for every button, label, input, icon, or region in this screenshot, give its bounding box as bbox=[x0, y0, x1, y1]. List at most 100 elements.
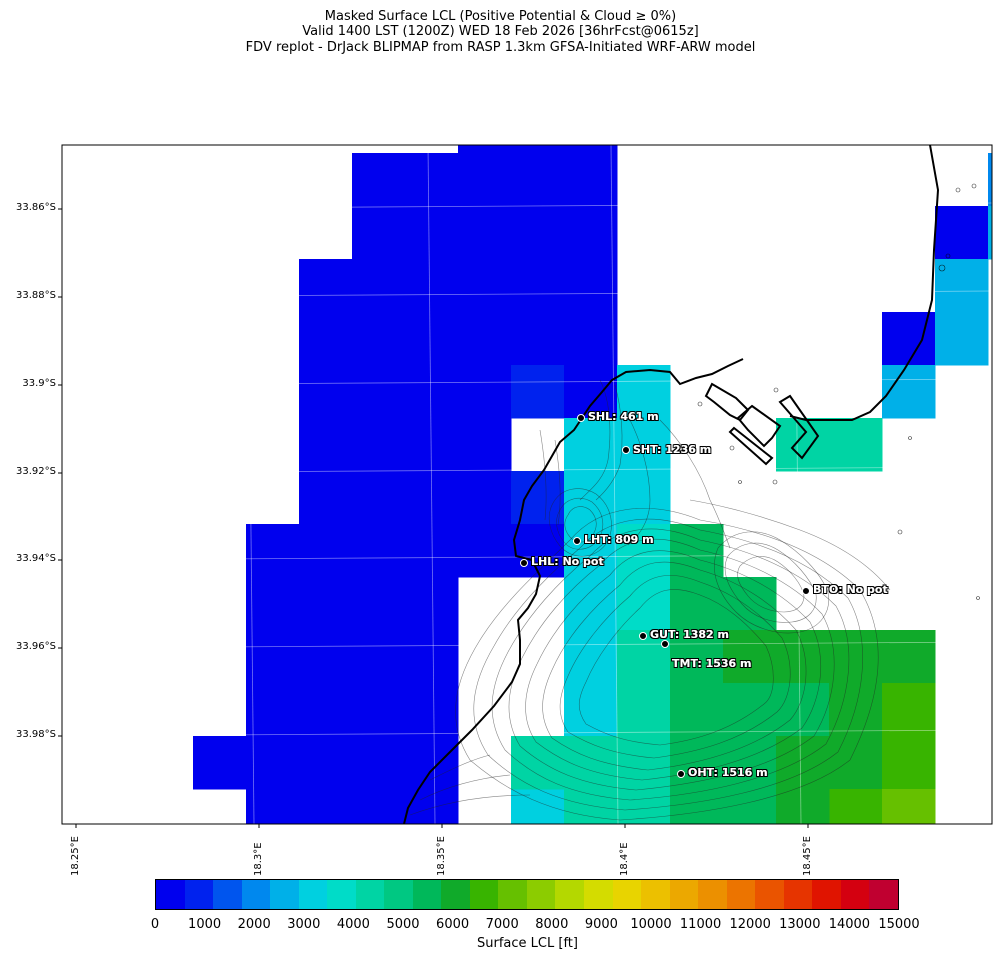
lcl-cell bbox=[352, 418, 406, 472]
lcl-cell bbox=[511, 524, 565, 578]
lcl-cell bbox=[405, 630, 459, 684]
colorbar-swatch bbox=[241, 880, 271, 909]
colorbar-swatch bbox=[726, 880, 756, 909]
lcl-cell bbox=[352, 259, 406, 313]
lcl-cell bbox=[617, 418, 671, 472]
lcl-cell bbox=[564, 524, 618, 578]
station-dot bbox=[577, 414, 585, 422]
lcl-cell bbox=[352, 206, 406, 260]
lcl-cell bbox=[352, 577, 406, 631]
lat-label: 33.94°S bbox=[16, 553, 56, 564]
colorbar-tick-label: 12000 bbox=[729, 917, 771, 932]
lcl-cell bbox=[405, 312, 459, 366]
colorbar-tick-label: 6000 bbox=[436, 917, 470, 932]
title-line-1: Masked Surface LCL (Positive Potential &… bbox=[324, 9, 677, 24]
colorbar-swatch bbox=[755, 880, 784, 909]
lcl-cell bbox=[511, 312, 565, 366]
lcl-cell bbox=[723, 789, 777, 824]
lcl-cell bbox=[246, 577, 300, 631]
lcl-cell bbox=[299, 524, 353, 578]
lon-label: 18.45°E bbox=[802, 836, 813, 876]
lcl-cell bbox=[458, 153, 512, 207]
lcl-cell bbox=[617, 683, 671, 737]
colorbar-tick-label: 13000 bbox=[779, 917, 821, 932]
colorbar-swatch bbox=[783, 880, 813, 909]
colorbar-swatch bbox=[327, 880, 356, 909]
station-label: SHT: 1236 m bbox=[633, 443, 711, 456]
lcl-cell bbox=[352, 630, 406, 684]
station-label: LHT: 809 m bbox=[584, 533, 654, 546]
colorbar-swatch bbox=[869, 880, 898, 909]
station-label: OHT: 1516 m bbox=[688, 766, 768, 779]
lcl-cell bbox=[882, 736, 936, 790]
lcl-cell bbox=[617, 736, 671, 790]
lat-label: 33.9°S bbox=[22, 378, 56, 389]
lcl-cell bbox=[829, 630, 883, 684]
lcl-cell bbox=[564, 683, 618, 737]
lcl-cell bbox=[246, 683, 300, 737]
lcl-cell bbox=[352, 789, 406, 824]
colorbar-swatch bbox=[270, 880, 299, 909]
lcl-cell bbox=[458, 259, 512, 313]
colorbar-tick-label: 11000 bbox=[679, 917, 722, 932]
lcl-cell bbox=[882, 365, 936, 419]
colorbar-swatch bbox=[441, 880, 470, 909]
lcl-cell bbox=[299, 312, 353, 366]
station-label: TMT: 1536 m bbox=[672, 657, 752, 670]
station-dot bbox=[802, 587, 810, 595]
lcl-cell bbox=[405, 683, 459, 737]
lcl-cell bbox=[617, 365, 671, 419]
colorbar-tick-label: 5000 bbox=[386, 917, 420, 932]
lcl-cell bbox=[670, 630, 724, 684]
lcl-cell bbox=[352, 312, 406, 366]
lcl-cell bbox=[458, 524, 512, 578]
lcl-cell bbox=[935, 259, 989, 313]
lcl-cell bbox=[670, 524, 724, 578]
station-markers: SHL: 461 m SHT: 1236 m LHT: 809 m LHL: No p… bbox=[520, 410, 888, 779]
lcl-cell bbox=[564, 153, 618, 207]
lcl-cell bbox=[299, 471, 353, 525]
lcl-cell bbox=[776, 789, 830, 824]
lcl-cell bbox=[246, 789, 300, 824]
lcl-cell bbox=[193, 736, 247, 790]
colorbar-swatch bbox=[498, 880, 527, 909]
lcl-cell bbox=[670, 789, 724, 824]
lcl-cell bbox=[352, 524, 406, 578]
lcl-cell bbox=[776, 418, 830, 472]
colorbar-tick-label: 7000 bbox=[485, 917, 519, 932]
station-dot bbox=[520, 559, 528, 567]
lcl-cell bbox=[511, 145, 565, 154]
lcl-cell bbox=[511, 206, 565, 260]
colorbar-swatch bbox=[184, 880, 214, 909]
colorbar-tick-label: 3000 bbox=[287, 917, 321, 932]
colorbar-tick-label: 15000 bbox=[878, 917, 920, 932]
colorbar-tick-label: 14000 bbox=[828, 917, 871, 932]
lcl-cell bbox=[829, 736, 883, 790]
lcl-cell bbox=[246, 524, 300, 578]
lcl-cell bbox=[458, 471, 512, 525]
lat-label: 33.92°S bbox=[16, 466, 56, 477]
lcl-cell bbox=[776, 630, 830, 684]
lcl-cell bbox=[564, 736, 618, 790]
lcl-cell bbox=[405, 206, 459, 260]
colorbar-swatch bbox=[298, 880, 328, 909]
colorbar-swatch bbox=[156, 880, 185, 909]
lcl-cell bbox=[988, 206, 992, 260]
lat-label: 33.98°S bbox=[16, 729, 56, 740]
lcl-cell bbox=[458, 418, 512, 472]
colorbar-swatch bbox=[526, 880, 556, 909]
colorbar-tick-label: 1000 bbox=[188, 917, 222, 932]
lcl-cell bbox=[458, 206, 512, 260]
lcl-cell bbox=[299, 577, 353, 631]
lcl-cell bbox=[246, 736, 300, 790]
lcl-cell bbox=[405, 471, 459, 525]
lcl-cell bbox=[299, 683, 353, 737]
lcl-cell bbox=[564, 577, 618, 631]
lcl-cell bbox=[723, 630, 777, 684]
title-line-3: FDV replot - DrJack BLIPMAP from RASP 1.… bbox=[245, 40, 756, 55]
lcl-cell bbox=[935, 206, 989, 260]
colorbar-swatch bbox=[641, 880, 670, 909]
colorbar-swatch bbox=[812, 880, 841, 909]
lcl-cell bbox=[299, 736, 353, 790]
colorbar-swatch bbox=[412, 880, 442, 909]
